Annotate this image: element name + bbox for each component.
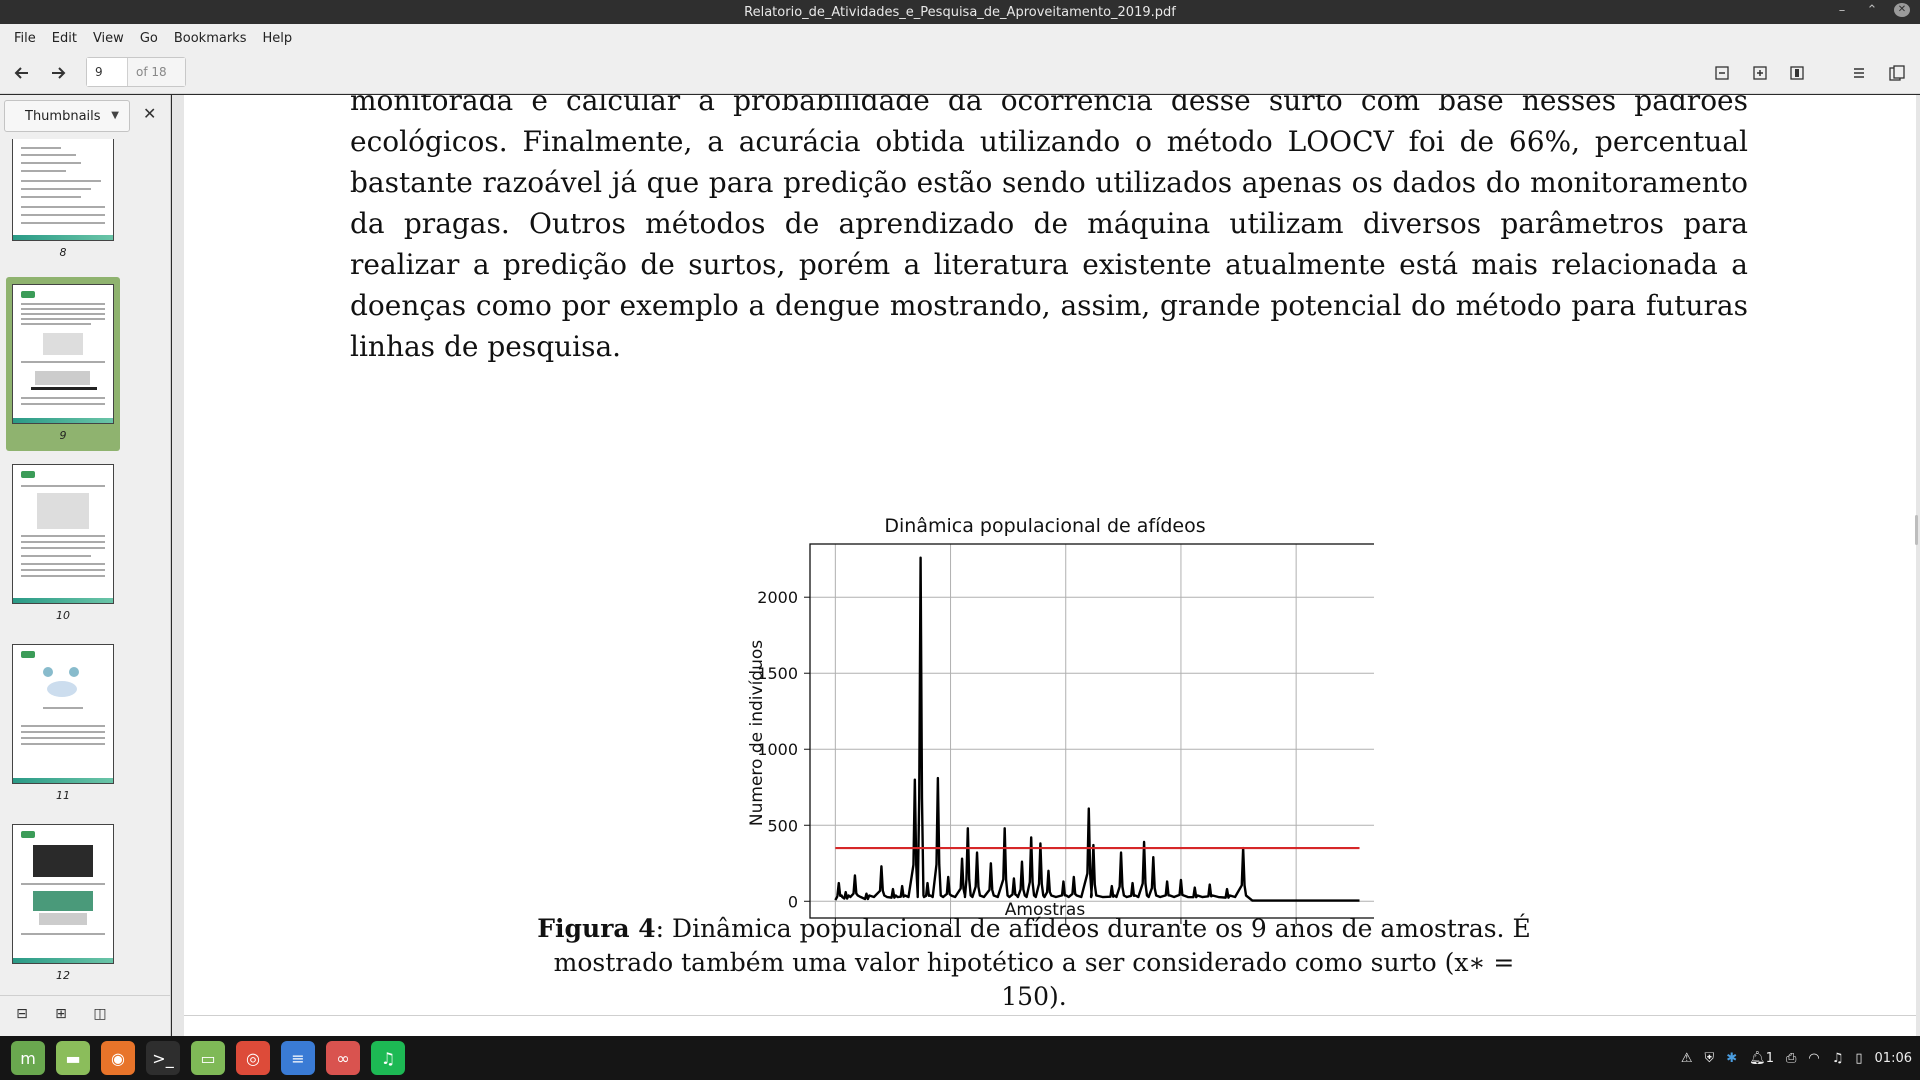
close-icon[interactable]: ✕ (1894, 3, 1910, 17)
zoom-in-icon[interactable] (1747, 60, 1773, 86)
thumb-fit-icon[interactable]: ◫ (93, 1006, 107, 1022)
wifi-icon[interactable]: ◠ (1808, 1050, 1820, 1066)
pdf-page: monitorada e calcular a probabilidade da… (184, 95, 1916, 1036)
chart-grid (810, 544, 1374, 918)
window-titlebar: Relatorio_de_Atividades_e_Pesquisa_de_Ap… (0, 0, 1920, 24)
mint-menu-icon[interactable]: m (11, 1041, 45, 1075)
thumbnail-page-11[interactable] (12, 644, 114, 784)
spotify-icon[interactable]: ♫ (371, 1041, 405, 1075)
thumbnail-page-8[interactable] (12, 139, 114, 241)
chart-ylabel: Numero de indivíduos (747, 640, 767, 826)
thumbnail-page-10[interactable] (12, 464, 114, 604)
y-tick-label: 1000 (757, 740, 798, 759)
chart-series-line (834, 556, 1360, 902)
battery-icon[interactable]: ▯ (1855, 1050, 1863, 1066)
printer-icon[interactable]: ⎙ (1785, 1050, 1797, 1066)
thumb-zoom-in-icon[interactable]: ⊞ (55, 1006, 67, 1022)
thumbnail-number: 11 (56, 789, 70, 802)
text-editor-icon[interactable]: ≡ (281, 1041, 315, 1075)
sidebar-zoom-controls: ⊟ ⊞ ◫ (0, 995, 170, 1036)
back-arrow-icon[interactable] (9, 60, 35, 86)
menu-help[interactable]: Help (262, 30, 293, 46)
clock[interactable]: 01:06 (1874, 1050, 1912, 1066)
menu-file[interactable]: File (14, 30, 36, 46)
menu-go[interactable]: Go (139, 30, 158, 46)
maximize-icon[interactable]: ⌃ (1866, 3, 1878, 18)
chevron-down-icon: ▼ (111, 110, 119, 121)
folder-icon[interactable]: ▭ (191, 1041, 225, 1075)
chart-axes-frame (809, 543, 1374, 919)
thumbnail-number: 12 (56, 969, 70, 982)
thumbnail-page-9[interactable] (12, 284, 114, 424)
document-view[interactable]: monitorada e calcular a probabilidade da… (172, 95, 1920, 1036)
dual-page-icon[interactable] (1884, 60, 1910, 86)
thumbnail-number: 8 (59, 246, 67, 259)
forward-arrow-icon[interactable] (45, 60, 71, 86)
page-number-input[interactable] (87, 58, 128, 86)
menu-bookmarks[interactable]: Bookmarks (173, 30, 247, 46)
taskbar: m ▬ ◉ >_ ▭ ◎ ≡ ∞ ♫ ⚠ ⛨ ✱ 🔔︎1 ⎙ ◠ ♫ ▯ 01:06 (0, 1036, 1920, 1080)
fit-page-icon[interactable] (1784, 60, 1810, 86)
thumbnail-page-12[interactable] (12, 824, 114, 964)
thumbnail-number: 9 (59, 429, 67, 442)
caption-label: Figura 4 (537, 914, 656, 943)
chart-ticks: 01002003004000500100015002000 (757, 588, 1297, 924)
zoom-out-icon[interactable] (1709, 60, 1735, 86)
scrollbar-thumb[interactable] (1915, 515, 1918, 545)
y-tick-label: 2000 (757, 588, 798, 607)
thumbnail-list[interactable]: 8 9 (0, 139, 170, 994)
menu-edit[interactable]: Edit (51, 30, 77, 46)
chart-title: Dinâmica populacional de afídeos (884, 515, 1205, 537)
chart-xlabel: Amostras (1005, 900, 1086, 920)
files-icon[interactable]: ▬ (56, 1041, 90, 1075)
music-icon[interactable]: ♫ (1831, 1050, 1844, 1066)
thumb-zoom-out-icon[interactable]: ⊟ (16, 1006, 28, 1022)
y-tick-label: 500 (767, 816, 798, 835)
toolbar (0, 52, 1920, 94)
window-controls: – ⌃ ✕ (1834, 3, 1910, 18)
chrome-icon[interactable]: ◎ (236, 1041, 270, 1075)
page-navigator: of 18 (86, 57, 186, 87)
shield-icon[interactable]: ⛨ (1704, 1050, 1715, 1066)
sidebar-mode-label: Thumbnails (25, 108, 101, 124)
firefox-icon[interactable]: ◉ (101, 1041, 135, 1075)
taskbar-apps: m ▬ ◉ >_ ▭ ◎ ≡ ∞ ♫ (0, 1041, 405, 1075)
sidebar-mode-dropdown[interactable]: Thumbnails ▼ (4, 100, 130, 132)
reader-icon[interactable]: ∞ (326, 1041, 360, 1075)
continuous-view-icon[interactable] (1846, 60, 1872, 86)
figure-chart: Dinâmica populacional de afídeos 0100200… (747, 515, 1374, 924)
page-count: of 18 (128, 58, 185, 86)
window-title: Relatorio_de_Atividades_e_Pesquisa_de_Ap… (744, 4, 1176, 20)
minimize-icon[interactable]: – (1838, 3, 1846, 18)
y-tick-label: 1500 (757, 664, 798, 683)
figure-caption: Figura 4: Dinâmica populacional de afíde… (534, 912, 1534, 1014)
sidebar: Thumbnails ▼ ✕ 8 (0, 95, 171, 1036)
menu-bar: File Edit View Go Bookmarks Help (0, 24, 1920, 52)
close-sidebar-icon[interactable]: ✕ (143, 104, 157, 123)
caption-text: : Dinâmica populacional de afídeos duran… (553, 914, 1531, 1011)
bluetooth-icon[interactable]: ✱ (1726, 1050, 1738, 1066)
page-edge (184, 1015, 1916, 1016)
thumbnail-number: 10 (56, 609, 70, 622)
terminal-icon[interactable]: >_ (146, 1041, 180, 1075)
menu-view[interactable]: View (92, 30, 124, 46)
notification-count: 1 (1765, 1050, 1774, 1066)
body-paragraph: monitorada e calcular a probabilidade da… (350, 95, 1748, 363)
y-tick-label: 0 (788, 892, 798, 911)
system-tray: ⚠ ⛨ ✱ 🔔︎1 ⎙ ◠ ♫ ▯ 01:06 (1681, 1036, 1912, 1080)
warning-icon[interactable]: ⚠ (1680, 1050, 1693, 1066)
notification-icon[interactable]: 🔔︎1 (1749, 1050, 1774, 1066)
